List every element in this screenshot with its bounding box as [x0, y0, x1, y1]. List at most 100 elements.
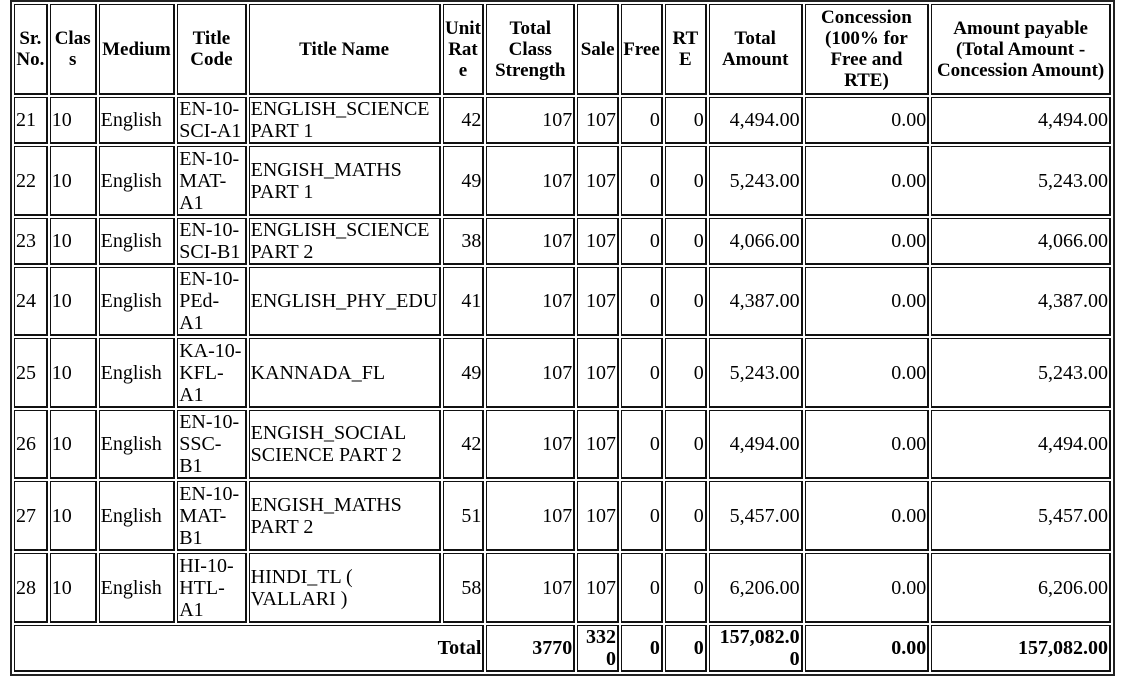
cell-medium: English [98, 146, 176, 216]
column-header: Medium [98, 4, 176, 95]
cell-rte: 0 [664, 481, 707, 551]
cell-unit-rate: 38 [442, 218, 485, 265]
cell-total-class-strength: 107 [486, 146, 576, 216]
cell-total-amount: 4,494.00 [708, 97, 803, 144]
cell-total-class-strength: 107 [486, 410, 576, 479]
cell-amount-payable: 5,243.00 [931, 338, 1111, 408]
total-sale: 3320 [577, 625, 620, 672]
total-free: 0 [621, 625, 663, 672]
cell-title-code: KA-10-KFL-A1 [177, 338, 247, 408]
table-row: 22 10 English EN-10-MAT-A1 ENGISH_MATHS PART… [14, 146, 1111, 216]
cell-rte: 0 [664, 267, 707, 336]
cell-sr-no: 26 [14, 410, 48, 479]
cell-free: 0 [621, 218, 663, 265]
cell-unit-rate: 49 [442, 146, 485, 216]
cell-class: 10 [49, 97, 97, 144]
cell-free: 0 [621, 146, 663, 216]
cell-title-code: EN-10-SSC-B1 [177, 410, 247, 479]
cell-concession: 0.00 [804, 410, 930, 479]
cell-total-class-strength: 107 [486, 553, 576, 623]
cell-free: 0 [621, 338, 663, 408]
cell-total-amount: 4,494.00 [708, 410, 803, 479]
cell-sale: 107 [577, 481, 620, 551]
cell-concession: 0.00 [804, 553, 930, 623]
cell-rte: 0 [664, 218, 707, 265]
cell-total-amount: 4,387.00 [708, 267, 803, 336]
column-header: Total Amount [708, 4, 803, 95]
cell-class: 10 [49, 481, 97, 551]
cell-medium: English [98, 338, 176, 408]
cell-total-amount: 6,206.00 [708, 553, 803, 623]
table-row: 23 10 English EN-10-SCI-B1 ENGLISH_SCIENCE P… [14, 218, 1111, 265]
cell-free: 0 [621, 410, 663, 479]
cell-sale: 107 [577, 267, 620, 336]
cell-title-name: ENGISH_SOCIAL SCIENCE PART 2 [248, 410, 441, 479]
total-label: Total [14, 625, 485, 672]
cell-total-amount: 5,243.00 [708, 338, 803, 408]
cell-rte: 0 [664, 338, 707, 408]
cell-amount-payable: 4,066.00 [931, 218, 1111, 265]
table-row: 26 10 English EN-10-SSC-B1 ENGISH_SOCIAL SCI… [14, 410, 1111, 479]
cell-total-amount: 5,243.00 [708, 146, 803, 216]
cell-title-code: EN-10-SCI-B1 [177, 218, 247, 265]
cell-unit-rate: 58 [442, 553, 485, 623]
cell-total-class-strength: 107 [486, 267, 576, 336]
cell-concession: 0.00 [804, 146, 930, 216]
cell-title-name: ENGISH_MATHS PART 1 [248, 146, 441, 216]
cell-medium: English [98, 481, 176, 551]
column-header: Total Class Strength [486, 4, 576, 95]
column-header: Concession (100% for Free and RTE) [804, 4, 930, 95]
cell-title-name: ENGLISH_SCIENCE PART 1 [248, 97, 441, 144]
cell-total-class-strength: 107 [486, 338, 576, 408]
cell-class: 10 [49, 410, 97, 479]
cell-title-name: HINDI_TL ( VALLARI ) [248, 553, 441, 623]
cell-unit-rate: 42 [442, 410, 485, 479]
cell-medium: English [98, 267, 176, 336]
cell-total-class-strength: 107 [486, 97, 576, 144]
cell-amount-payable: 5,457.00 [931, 481, 1111, 551]
cell-title-name: ENGLISH_SCIENCE PART 2 [248, 218, 441, 265]
cell-rte: 0 [664, 97, 707, 144]
title-sales-table: Sr. No. Class Medium Title Code Title Name Un… [10, 0, 1115, 676]
column-header: Amount payable (Total Amount - Concessio… [931, 4, 1111, 95]
column-header: Sale [577, 4, 620, 95]
table-row: 21 10 English EN-10-SCI-A1 ENGLISH_SCIENCE P… [14, 97, 1111, 144]
cell-medium: English [98, 218, 176, 265]
cell-unit-rate: 51 [442, 481, 485, 551]
cell-concession: 0.00 [804, 218, 930, 265]
column-header: Free [621, 4, 663, 95]
cell-total-amount: 5,457.00 [708, 481, 803, 551]
cell-title-name: ENGISH_MATHS PART 2 [248, 481, 441, 551]
cell-unit-rate: 41 [442, 267, 485, 336]
cell-medium: English [98, 553, 176, 623]
table-row: 25 10 English KA-10-KFL-A1 KANNADA_FL 49 107 10… [14, 338, 1111, 408]
total-amount: 157,082.00 [708, 625, 803, 672]
total-class-strength: 3770 [486, 625, 576, 672]
cell-class: 10 [49, 267, 97, 336]
column-header: Title Name [248, 4, 441, 95]
cell-total-class-strength: 107 [486, 481, 576, 551]
cell-rte: 0 [664, 146, 707, 216]
cell-class: 10 [49, 218, 97, 265]
cell-amount-payable: 4,494.00 [931, 97, 1111, 144]
cell-unit-rate: 49 [442, 338, 485, 408]
cell-amount-payable: 4,494.00 [931, 410, 1111, 479]
cell-sr-no: 24 [14, 267, 48, 336]
cell-concession: 0.00 [804, 267, 930, 336]
column-header: RTE [664, 4, 707, 95]
cell-class: 10 [49, 553, 97, 623]
header-row: Sr. No. Class Medium Title Code Title Name Un… [14, 4, 1111, 95]
cell-title-name: ENGLISH_PHY_EDU [248, 267, 441, 336]
cell-sr-no: 23 [14, 218, 48, 265]
cell-unit-rate: 42 [442, 97, 485, 144]
cell-title-code: EN-10-SCI-A1 [177, 97, 247, 144]
cell-class: 10 [49, 146, 97, 216]
cell-free: 0 [621, 553, 663, 623]
cell-sr-no: 22 [14, 146, 48, 216]
table-row: 27 10 English EN-10-MAT-B1 ENGISH_MATHS PART… [14, 481, 1111, 551]
cell-sr-no: 21 [14, 97, 48, 144]
cell-title-code: EN-10-PEd-A1 [177, 267, 247, 336]
column-header: Unit Rate [442, 4, 485, 95]
cell-concession: 0.00 [804, 481, 930, 551]
cell-medium: English [98, 410, 176, 479]
